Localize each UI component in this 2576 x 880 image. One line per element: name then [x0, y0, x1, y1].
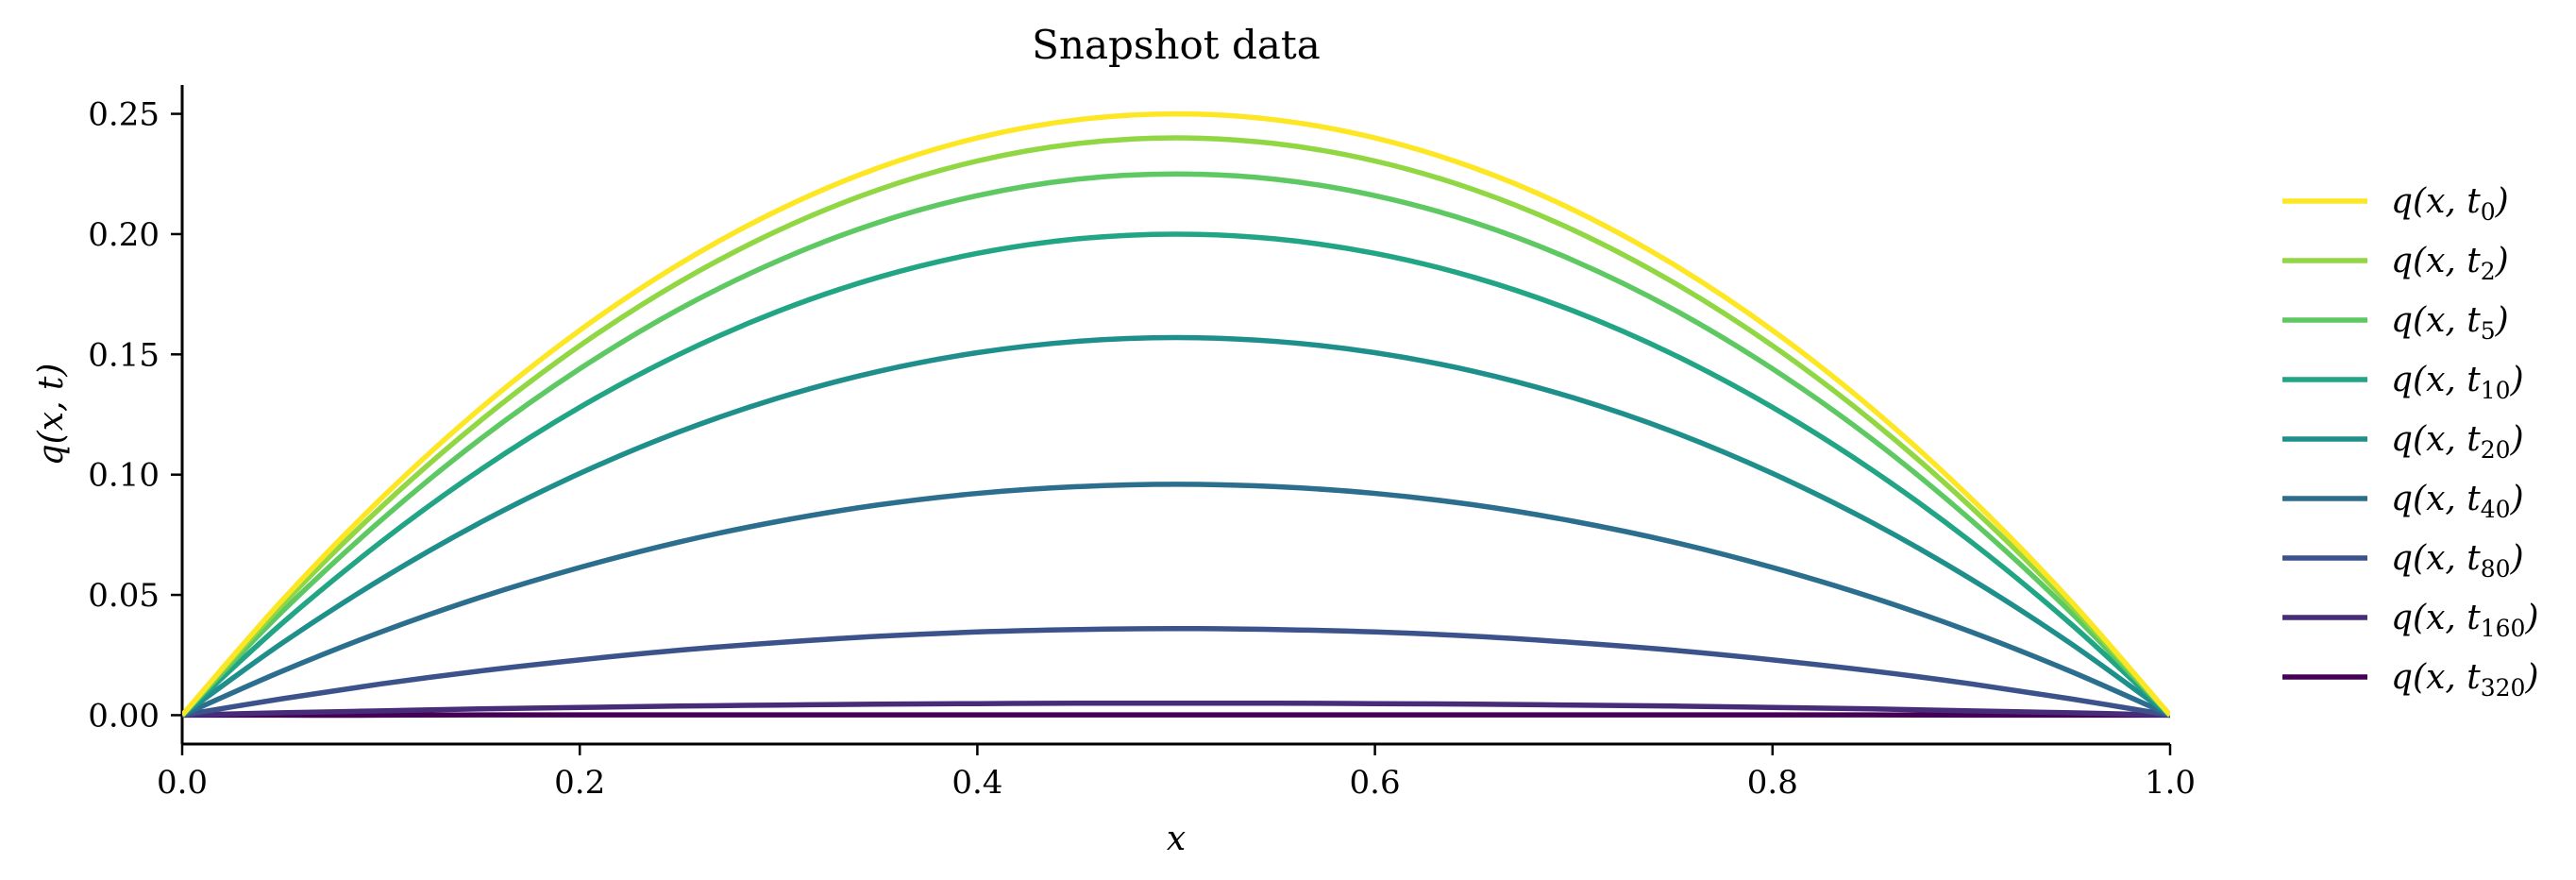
x-tick-label: 0.4	[951, 764, 1002, 802]
legend-label-0: q(x, t0)	[2391, 182, 2509, 226]
series-line-40	[182, 482, 2170, 718]
x-axis-title: x	[1167, 820, 1186, 858]
legend-label-5: q(x, t5)	[2391, 301, 2509, 345]
series-line-80	[182, 625, 2170, 719]
x-tick-label: 0.2	[554, 764, 605, 802]
x-tick-label: 0.0	[157, 764, 208, 802]
y-tick-label: 0.25	[88, 96, 160, 134]
chart-title: Snapshot data	[1032, 22, 1321, 68]
series-line-160	[182, 700, 2170, 719]
series-line-5	[182, 171, 2170, 718]
series-line-2	[182, 135, 2170, 718]
legend-label-20: q(x, t20)	[2391, 420, 2524, 464]
series-line-0	[182, 110, 2170, 718]
legend-label-80: q(x, t80)	[2391, 539, 2524, 583]
y-tick-label: 0.05	[88, 577, 160, 615]
legend: q(x, t0) q(x, t2) q(x, t5) q(x, t10) q(x, t2…	[2282, 182, 2539, 702]
x-tick-label: 0.6	[1350, 764, 1401, 802]
plot-area: 0.0 0.2 0.4 0.6 0.8 1.0 0.00 0.05 0.10 0.15 0.20 0.…	[32, 85, 2196, 858]
y-tick-label: 0.00	[88, 697, 160, 735]
x-tick-label: 0.8	[1747, 764, 1798, 802]
legend-label-40: q(x, t40)	[2391, 480, 2524, 523]
legend-label-2: q(x, t2)	[2391, 242, 2509, 285]
series-lines	[182, 110, 2170, 719]
legend-label-160: q(x, t160)	[2391, 599, 2539, 642]
legend-label-10: q(x, t10)	[2391, 361, 2524, 404]
series-line-10	[182, 231, 2170, 718]
y-tick-label: 0.15	[88, 336, 160, 374]
y-tick-label: 0.20	[88, 216, 160, 254]
legend-label-320: q(x, t320)	[2391, 658, 2539, 702]
y-axis-title: q(x, t)	[32, 364, 71, 466]
x-tick-label: 1.0	[2145, 764, 2196, 802]
y-tick-label: 0.10	[88, 457, 160, 495]
series-line-20	[182, 334, 2170, 718]
